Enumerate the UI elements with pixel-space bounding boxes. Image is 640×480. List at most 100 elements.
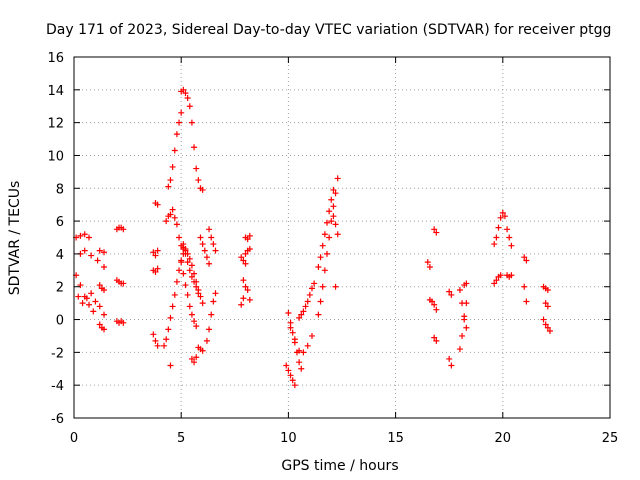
series-t58 [540, 316, 553, 335]
data-point [101, 249, 108, 256]
data-point [296, 347, 303, 354]
data-point [173, 278, 180, 285]
data-point [291, 382, 298, 389]
series-t19 [180, 245, 206, 307]
data-point [176, 234, 183, 241]
data-point [244, 236, 251, 243]
series-t11 [150, 247, 161, 259]
data-point [332, 283, 339, 290]
data-point [446, 288, 453, 295]
data-point [523, 257, 530, 264]
data-point [161, 342, 168, 349]
data-point [433, 337, 440, 344]
data-point [334, 231, 341, 238]
data-point [152, 252, 159, 259]
data-point [540, 316, 547, 323]
data-point [169, 303, 176, 310]
x-tick-label: 10 [280, 431, 297, 446]
data-point [195, 177, 202, 184]
data-point [191, 318, 198, 325]
data-point [77, 232, 84, 239]
series-t48 [456, 300, 470, 353]
data-point [326, 208, 333, 215]
series-t25 [195, 344, 206, 354]
series-t33 [285, 309, 305, 372]
series-t41 [424, 259, 433, 271]
data-point [300, 308, 307, 315]
data-point [508, 272, 515, 279]
data-point [493, 234, 500, 241]
data-point [332, 221, 339, 228]
data-point [463, 300, 470, 307]
y-tick-label: -6 [51, 412, 64, 427]
data-point [448, 291, 455, 298]
x-tick-label: 0 [70, 431, 78, 446]
data-point [199, 347, 206, 354]
data-point [167, 177, 174, 184]
data-point [206, 326, 213, 333]
series-t21 [180, 241, 202, 297]
data-point [461, 316, 468, 323]
data-point [88, 252, 95, 259]
series-t04 [96, 321, 108, 333]
series-t05 [96, 282, 108, 294]
data-point [165, 183, 172, 190]
series-t34 [283, 362, 298, 389]
data-point [152, 337, 159, 344]
data-point [242, 250, 249, 257]
data-point [171, 291, 178, 298]
series-t10 [152, 200, 161, 208]
data-point [197, 293, 204, 300]
data-point [326, 234, 333, 241]
data-point [180, 270, 187, 277]
series-t28 [238, 254, 249, 267]
data-point [238, 254, 245, 261]
data-point [296, 314, 303, 321]
data-point [544, 324, 551, 331]
data-point [193, 354, 200, 361]
data-point [208, 311, 215, 318]
y-axis-label: SDTVAR / TECUs [7, 181, 23, 296]
data-point [456, 287, 463, 294]
data-point [497, 272, 504, 279]
data-point [180, 241, 187, 248]
data-point [497, 214, 504, 221]
data-point [79, 300, 86, 307]
chart-title: Day 171 of 2023, Sidereal Day-to-day VTE… [46, 22, 611, 38]
data-point [154, 342, 161, 349]
series-t57 [542, 300, 551, 310]
data-point [120, 280, 127, 287]
data-point [191, 359, 198, 366]
data-point [463, 324, 470, 331]
data-point [302, 303, 309, 310]
data-point [308, 285, 315, 292]
data-point [431, 334, 438, 341]
data-point [456, 346, 463, 353]
data-point [315, 264, 322, 271]
data-point [176, 119, 183, 126]
data-point [154, 247, 161, 254]
data-point [321, 267, 328, 274]
series-t54 [521, 254, 530, 264]
data-point [171, 214, 178, 221]
data-point [321, 231, 328, 238]
series-t43 [426, 296, 440, 313]
series-t32 [242, 245, 253, 257]
data-point [521, 254, 528, 261]
data-point [180, 86, 187, 93]
series-t50 [491, 209, 506, 248]
data-point [330, 186, 337, 193]
data-point [426, 264, 433, 271]
data-point [544, 303, 551, 310]
data-point [542, 300, 549, 307]
data-point [75, 293, 82, 300]
data-point [86, 234, 93, 241]
data-point [167, 314, 174, 321]
data-point [81, 247, 88, 254]
data-point [154, 265, 161, 272]
data-point [178, 109, 185, 116]
series-t31 [238, 295, 247, 308]
data-point [242, 260, 249, 267]
series-t15 [165, 109, 185, 190]
